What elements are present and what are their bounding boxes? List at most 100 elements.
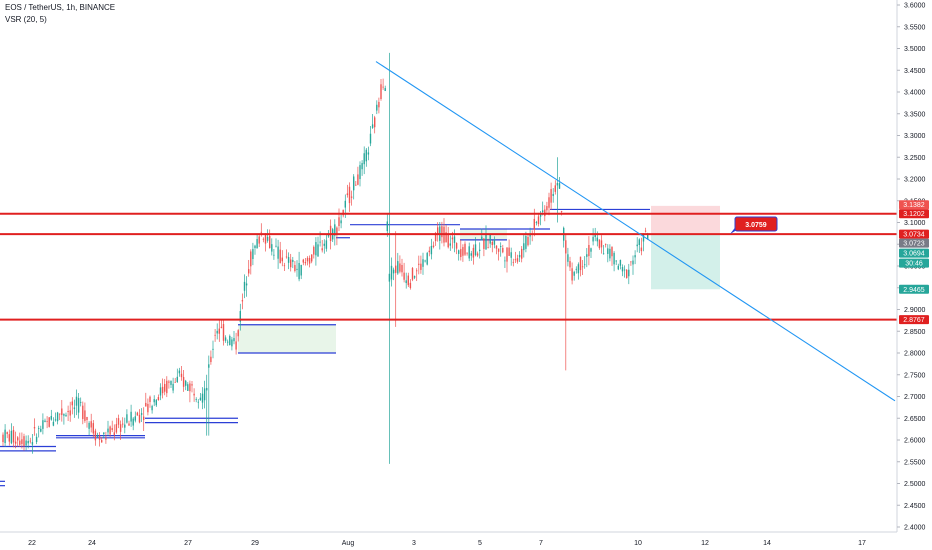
candle-body xyxy=(126,414,128,423)
candle-body xyxy=(161,386,164,394)
candle-body xyxy=(292,259,294,262)
candle-body xyxy=(390,265,393,280)
candle-body xyxy=(504,260,506,262)
candle-body xyxy=(220,326,223,328)
candle-body xyxy=(455,243,458,249)
candle-body xyxy=(237,330,239,337)
candle-body xyxy=(592,236,594,242)
candle-body xyxy=(535,221,538,223)
candle-body xyxy=(153,399,155,403)
candle-body xyxy=(2,434,4,443)
trendline xyxy=(375,61,896,402)
candle-body xyxy=(138,414,141,423)
candle-body xyxy=(512,261,514,263)
candle-body xyxy=(283,265,286,267)
price-tag xyxy=(899,209,929,219)
candle-body xyxy=(617,265,619,270)
y-tick-label: 2.8000 xyxy=(904,351,926,358)
candle-body xyxy=(40,428,42,432)
price-tag xyxy=(899,238,929,248)
y-tick-label: 3.5000 xyxy=(904,46,926,53)
candle-body xyxy=(462,247,464,256)
candle-body xyxy=(613,252,615,265)
candle-body xyxy=(214,334,216,336)
candle-body xyxy=(342,209,344,216)
candle-body xyxy=(546,206,548,211)
candle-body xyxy=(556,182,559,186)
candle-body xyxy=(248,269,250,274)
candle-body xyxy=(447,233,449,248)
levels-layer xyxy=(0,212,897,321)
candle-body xyxy=(178,370,181,374)
candle-body xyxy=(508,247,510,256)
candle-body xyxy=(115,424,118,433)
candle-body xyxy=(182,377,185,387)
candle-body xyxy=(134,416,136,421)
candle-body xyxy=(233,338,235,342)
candle-body xyxy=(466,252,468,254)
candle-body xyxy=(168,381,170,383)
candle-body xyxy=(258,236,260,244)
candle-body xyxy=(588,244,590,257)
candle-body xyxy=(565,240,567,254)
candle-body xyxy=(101,440,103,443)
y-tick-label: 3.3000 xyxy=(904,133,926,140)
candle-body xyxy=(296,268,298,270)
y-tick-label: 2.4500 xyxy=(904,503,926,510)
candle-body xyxy=(418,263,420,265)
candle-body xyxy=(262,238,265,240)
candle-body xyxy=(336,227,338,235)
candle-body xyxy=(510,252,512,258)
x-axis: 22 24 27 29 Aug 3 5 7 10 12 14 17 xyxy=(0,531,897,547)
candle-body xyxy=(453,236,456,243)
candle-body xyxy=(151,405,153,411)
candle-body xyxy=(54,419,57,421)
candle-body xyxy=(609,248,611,259)
candle-body xyxy=(67,410,69,413)
candle-body xyxy=(594,234,596,238)
candle-body xyxy=(340,220,342,224)
candle-body xyxy=(369,133,372,144)
candle-body xyxy=(489,234,491,244)
candle-body xyxy=(495,245,498,249)
price-tag-label: 3.1202 xyxy=(903,211,925,218)
price-tags-layer: 3.1382 3.1202 3.0734 3.0723 3.0694 30:46 2.946… xyxy=(899,200,929,325)
candle-body xyxy=(44,420,46,423)
zones-layer xyxy=(0,208,650,487)
candle-body xyxy=(239,311,241,322)
candle-body xyxy=(218,328,220,334)
x-tick-label: 17 xyxy=(858,540,866,547)
candle-body xyxy=(516,258,519,262)
candle-body xyxy=(317,244,319,257)
candle-body xyxy=(235,341,237,350)
candle-body xyxy=(422,259,424,267)
candle-body xyxy=(86,416,88,421)
candle-body xyxy=(386,221,388,232)
candle-body xyxy=(281,257,283,262)
candle-body xyxy=(94,430,97,441)
candle-body xyxy=(346,193,349,196)
candle-body xyxy=(174,381,176,383)
candle-body xyxy=(46,421,48,422)
x-tick-label: 22 xyxy=(28,540,36,547)
candle-body xyxy=(359,165,361,180)
candle-body xyxy=(275,245,277,247)
candle-body xyxy=(384,88,386,91)
trendline-layer xyxy=(375,61,896,402)
callout-label: 3.0759 xyxy=(745,222,767,229)
candle-body xyxy=(632,260,634,265)
candle-body xyxy=(581,266,584,268)
candle-body xyxy=(518,254,521,258)
candle-body xyxy=(98,436,101,440)
candle-body xyxy=(117,418,120,425)
candle-body xyxy=(567,254,569,262)
candle-body xyxy=(445,232,447,243)
candle-body xyxy=(586,254,588,257)
price-tag xyxy=(899,258,929,268)
candle-body xyxy=(17,437,19,441)
candle-body xyxy=(245,283,248,286)
candle-body xyxy=(73,407,76,410)
candle-body xyxy=(397,261,399,274)
candle-body xyxy=(35,436,38,443)
